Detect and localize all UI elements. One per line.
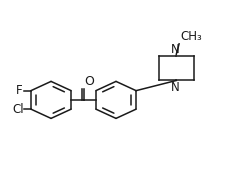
Text: Cl: Cl: [12, 103, 24, 116]
Text: CH₃: CH₃: [179, 30, 201, 43]
Text: N: N: [170, 81, 179, 94]
Text: F: F: [16, 84, 22, 97]
Text: N: N: [170, 43, 179, 56]
Text: O: O: [84, 75, 94, 88]
